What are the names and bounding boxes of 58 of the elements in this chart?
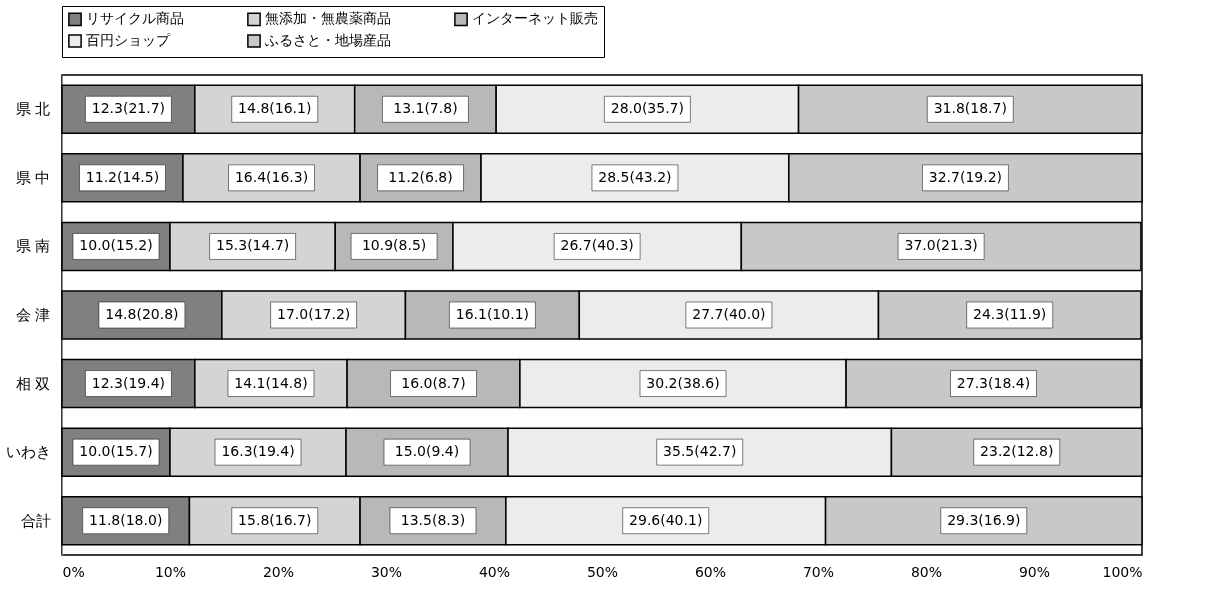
data-label: 13.1(7.8) xyxy=(393,100,458,117)
x-tick-label: 20% xyxy=(262,563,295,580)
y-tick-label: 相 双 xyxy=(15,374,51,393)
data-label: 37.0(21.3) xyxy=(904,237,978,254)
x-tick-label: 100% xyxy=(1102,563,1143,580)
data-label: 24.3(11.9) xyxy=(973,306,1047,322)
data-label: 30.2(38.6) xyxy=(646,374,720,391)
data-label: 12.3(19.4) xyxy=(91,374,166,391)
x-tick-label: 90% xyxy=(1018,563,1051,580)
data-label: 11.8(18.0) xyxy=(89,511,163,528)
legend-label: 百円ショップ xyxy=(86,32,171,48)
data-label: 28.0(35.7) xyxy=(610,100,684,117)
legend-label: インターネット販売 xyxy=(472,10,598,27)
data-label: 27.3(18.4) xyxy=(956,374,1031,391)
x-tick-label: 60% xyxy=(694,563,727,580)
data-label: 16.3(19.4) xyxy=(221,443,295,460)
x-tick-label: 30% xyxy=(370,563,403,580)
legend-label: 無添加・無農薬商品 xyxy=(265,10,391,27)
data-label: 10.9(8.5) xyxy=(361,237,427,254)
data-label: 10.0(15.7) xyxy=(79,443,153,460)
data-label: 27.7(40.0) xyxy=(692,306,766,322)
data-label: 32.7(19.2) xyxy=(928,168,1003,185)
legend-label: リサイクル商品 xyxy=(86,10,184,27)
data-label: 16.1(10.1) xyxy=(455,306,530,322)
data-label: 16.0(8.7) xyxy=(401,374,466,391)
data-label: 35.5(42.7) xyxy=(663,443,737,460)
data-label: 15.3(14.7) xyxy=(215,237,290,254)
data-label: 15.0(9.4) xyxy=(394,443,460,460)
data-label: 12.3(21.7) xyxy=(91,100,166,117)
x-tick-label: 80% xyxy=(910,563,943,580)
x-tick-label: 10% xyxy=(154,563,187,580)
data-label: 29.6(40.1) xyxy=(629,511,703,528)
data-label: 28.5(43.2) xyxy=(598,168,672,185)
y-tick-label: 県 北 xyxy=(15,100,51,119)
x-tick-label: 0% xyxy=(62,563,85,580)
legend-label: ふるさと・地場産品 xyxy=(264,32,391,48)
data-label: 11.2(6.8) xyxy=(388,168,453,185)
data-label: 14.8(20.8) xyxy=(105,306,179,322)
y-tick-label: 合計 xyxy=(20,511,51,530)
y-tick-label: いわき xyxy=(5,443,51,462)
data-label: 14.8(16.1) xyxy=(238,100,312,117)
y-tick-label: 県 南 xyxy=(15,237,51,256)
data-label: 14.1(14.8) xyxy=(234,374,308,391)
data-label: 31.8(18.7) xyxy=(933,100,1007,117)
data-label: 17.0(17.2) xyxy=(277,306,351,322)
data-label: 13.5(8.3) xyxy=(400,511,466,528)
data-label: 23.2(12.8) xyxy=(980,443,1054,460)
data-label: 16.4(16.3) xyxy=(234,168,309,185)
y-tick-label: 会 津 xyxy=(15,306,51,324)
data-label: 10.0(15.2) xyxy=(79,237,153,254)
data-label: 15.8(16.7) xyxy=(238,511,312,528)
data-label: 29.3(16.9) xyxy=(947,511,1021,528)
x-tick-label: 40% xyxy=(478,563,511,580)
y-tick-label: 県 中 xyxy=(15,168,51,187)
data-label: 11.2(14.5) xyxy=(85,168,160,185)
x-tick-label: 70% xyxy=(802,563,835,580)
x-tick-label: 50% xyxy=(586,563,619,580)
data-label: 26.7(40.3) xyxy=(560,237,634,254)
